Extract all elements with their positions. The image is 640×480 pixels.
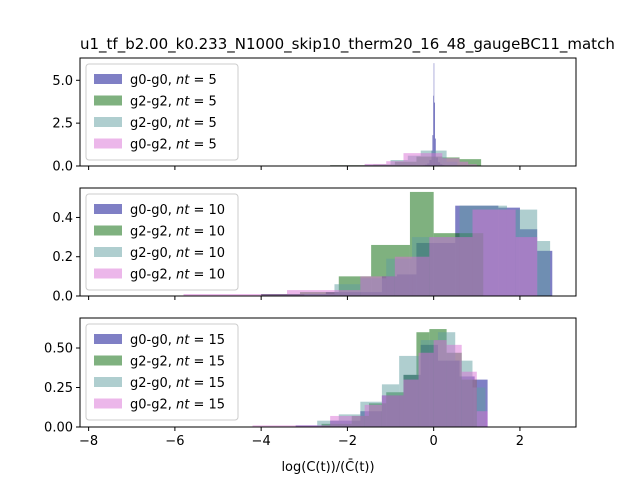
legend-swatch-g2-g2: [94, 355, 122, 366]
histogram-bar-g0-g2: [515, 237, 538, 296]
histogram-bar-g2-g2: [459, 159, 482, 166]
chart-title: u1_tf_b2.00_k0.233_N1000_skip10_therm20_…: [80, 35, 615, 54]
y-tick-label: 0.4: [52, 211, 73, 226]
legend-swatch-g0-g0: [94, 74, 122, 84]
x-tick-label: −2: [338, 434, 357, 449]
histogram-bar-g0-g2: [446, 344, 462, 427]
panel-3: 0.00 0.25 0.50 −8 −6 −4 −2 0 2 g0-g0, nt = 15 g2-g…: [44, 317, 577, 449]
y-tick-label: 0.0: [52, 160, 73, 175]
legend-swatch-g2-g2: [94, 225, 122, 236]
histogram-bar-g0-g2: [403, 153, 443, 166]
x-tick-label: −4: [252, 434, 271, 449]
legend-entry-g0-g2: g0-g2, nt = 5: [130, 138, 217, 153]
histogram-bar-g0-g2: [472, 209, 516, 296]
histogram-bar-g0-g2: [386, 161, 404, 166]
histogram-bar-g0-g2: [381, 395, 404, 427]
legend-box: [85, 323, 239, 421]
bars-group: [252, 329, 488, 427]
legend: g0-g0, nt = 5 g2-g2, nt = 5 g2-g0, nt = 5 g…: [85, 63, 239, 161]
y-tick-label: 0.2: [52, 250, 73, 265]
y-tick-label: 5.0: [52, 74, 73, 89]
legend-swatch-g0-g0: [94, 204, 122, 214]
histogram-bar-g2-g0: [537, 241, 551, 296]
axes-frame: [79, 57, 577, 167]
histogram-bar-g0-g2: [433, 340, 447, 427]
legend-entry-g0-g2: g0-g2, nt = 15: [130, 398, 225, 413]
legend-entry-g0-g0: g0-g0, nt = 10: [130, 203, 225, 218]
legend-entry-g0-g0: g0-g0, nt = 5: [130, 73, 217, 88]
legend-swatch-g0-g0: [94, 334, 122, 344]
legend-swatch-g0-g2: [94, 398, 122, 409]
histogram-bar-g0-g2: [429, 237, 473, 296]
x-tick-label: −8: [79, 434, 98, 449]
legend-swatch-g2-g2: [94, 95, 122, 106]
panel-1: 0.0 2.5 5.0 g0-g0, nt = 5 g2-g2, nt = 5 g2-g0…: [52, 57, 577, 175]
x-tick-label: 0: [430, 434, 438, 449]
bars-group: [183, 191, 553, 296]
histogram-bar-g0-g2: [330, 415, 365, 427]
histogram-bar-g2-g0: [317, 420, 339, 427]
histogram-bar-g0-g2: [364, 404, 382, 427]
histogram-bar-g0-g2: [360, 276, 395, 296]
histogram-bar-g0-g2: [394, 256, 430, 296]
bars-group: [330, 63, 482, 166]
legend-entry-g0-g0: g0-g0, nt = 15: [130, 333, 225, 348]
histogram-bar-g0-g0: [434, 102, 435, 166]
y-tick-label: 0.00: [44, 421, 73, 436]
histogram-bar-g0-g0: [433, 63, 435, 166]
y-tick-label: 0.0: [52, 290, 73, 305]
axes-frame: [79, 317, 577, 428]
legend-entry-g2-g0: g2-g0, nt = 10: [130, 246, 225, 261]
legend: g0-g0, nt = 15 g2-g2, nt = 15 g2-g0, nt = …: [85, 323, 239, 421]
legend-entry-g2-g2: g2-g2, nt = 10: [130, 225, 225, 240]
histogram-bar-g0-g2: [364, 163, 387, 166]
histogram-bar-g0-g2: [418, 352, 434, 427]
legend-entry-g0-g2: g0-g2, nt = 10: [130, 268, 225, 283]
legend-entry-g2-g0: g2-g0, nt = 5: [130, 116, 217, 131]
histogram-bar-g0-g2: [459, 161, 469, 166]
histogram-bar-g0-g2: [403, 379, 419, 427]
histogram-bar-g0-g2: [468, 164, 477, 166]
histogram-bar-g0-g2: [287, 290, 361, 296]
legend-swatch-g0-g2: [94, 138, 122, 149]
x-tick-label: 2: [516, 434, 524, 449]
legend-box: [85, 63, 239, 161]
legend-entry-g2-g0: g2-g0, nt = 15: [130, 376, 225, 391]
histogram-bar-g0-g2: [461, 371, 477, 427]
panel-2: 0.0 0.2 0.4 g0-g0, nt = 10 g2-g2, nt = 10 g2-…: [52, 187, 577, 305]
legend-entry-g2-g2: g2-g2, nt = 15: [130, 355, 225, 370]
histogram-bar-g0-g0: [433, 95, 434, 166]
legend-entry-g2-g2: g2-g2, nt = 5: [130, 95, 217, 110]
legend-swatch-g0-g2: [94, 268, 122, 279]
histogram-bar-g0-g2: [252, 425, 331, 427]
histogram-bar-g0-g2: [442, 158, 460, 166]
legend-box: [85, 193, 239, 291]
legend: g0-g0, nt = 10 g2-g2, nt = 10 g2-g0, nt = …: [85, 193, 239, 291]
legend-swatch-g2-g0: [94, 247, 122, 257]
y-tick-label: 0.50: [44, 342, 73, 357]
x-axis-label: log(C(t))/(C̄(t)): [281, 460, 374, 475]
y-tick-label: 0.25: [44, 381, 73, 396]
legend-swatch-g2-g0: [94, 117, 122, 127]
legend-swatch-g2-g0: [94, 377, 122, 387]
y-tick-label: 2.5: [52, 117, 73, 132]
histogram-bar-g0-g2: [476, 411, 488, 427]
histogram-bar-g0-g2: [183, 294, 288, 296]
x-tick-label: −6: [165, 434, 184, 449]
axes-frame: [79, 187, 577, 297]
